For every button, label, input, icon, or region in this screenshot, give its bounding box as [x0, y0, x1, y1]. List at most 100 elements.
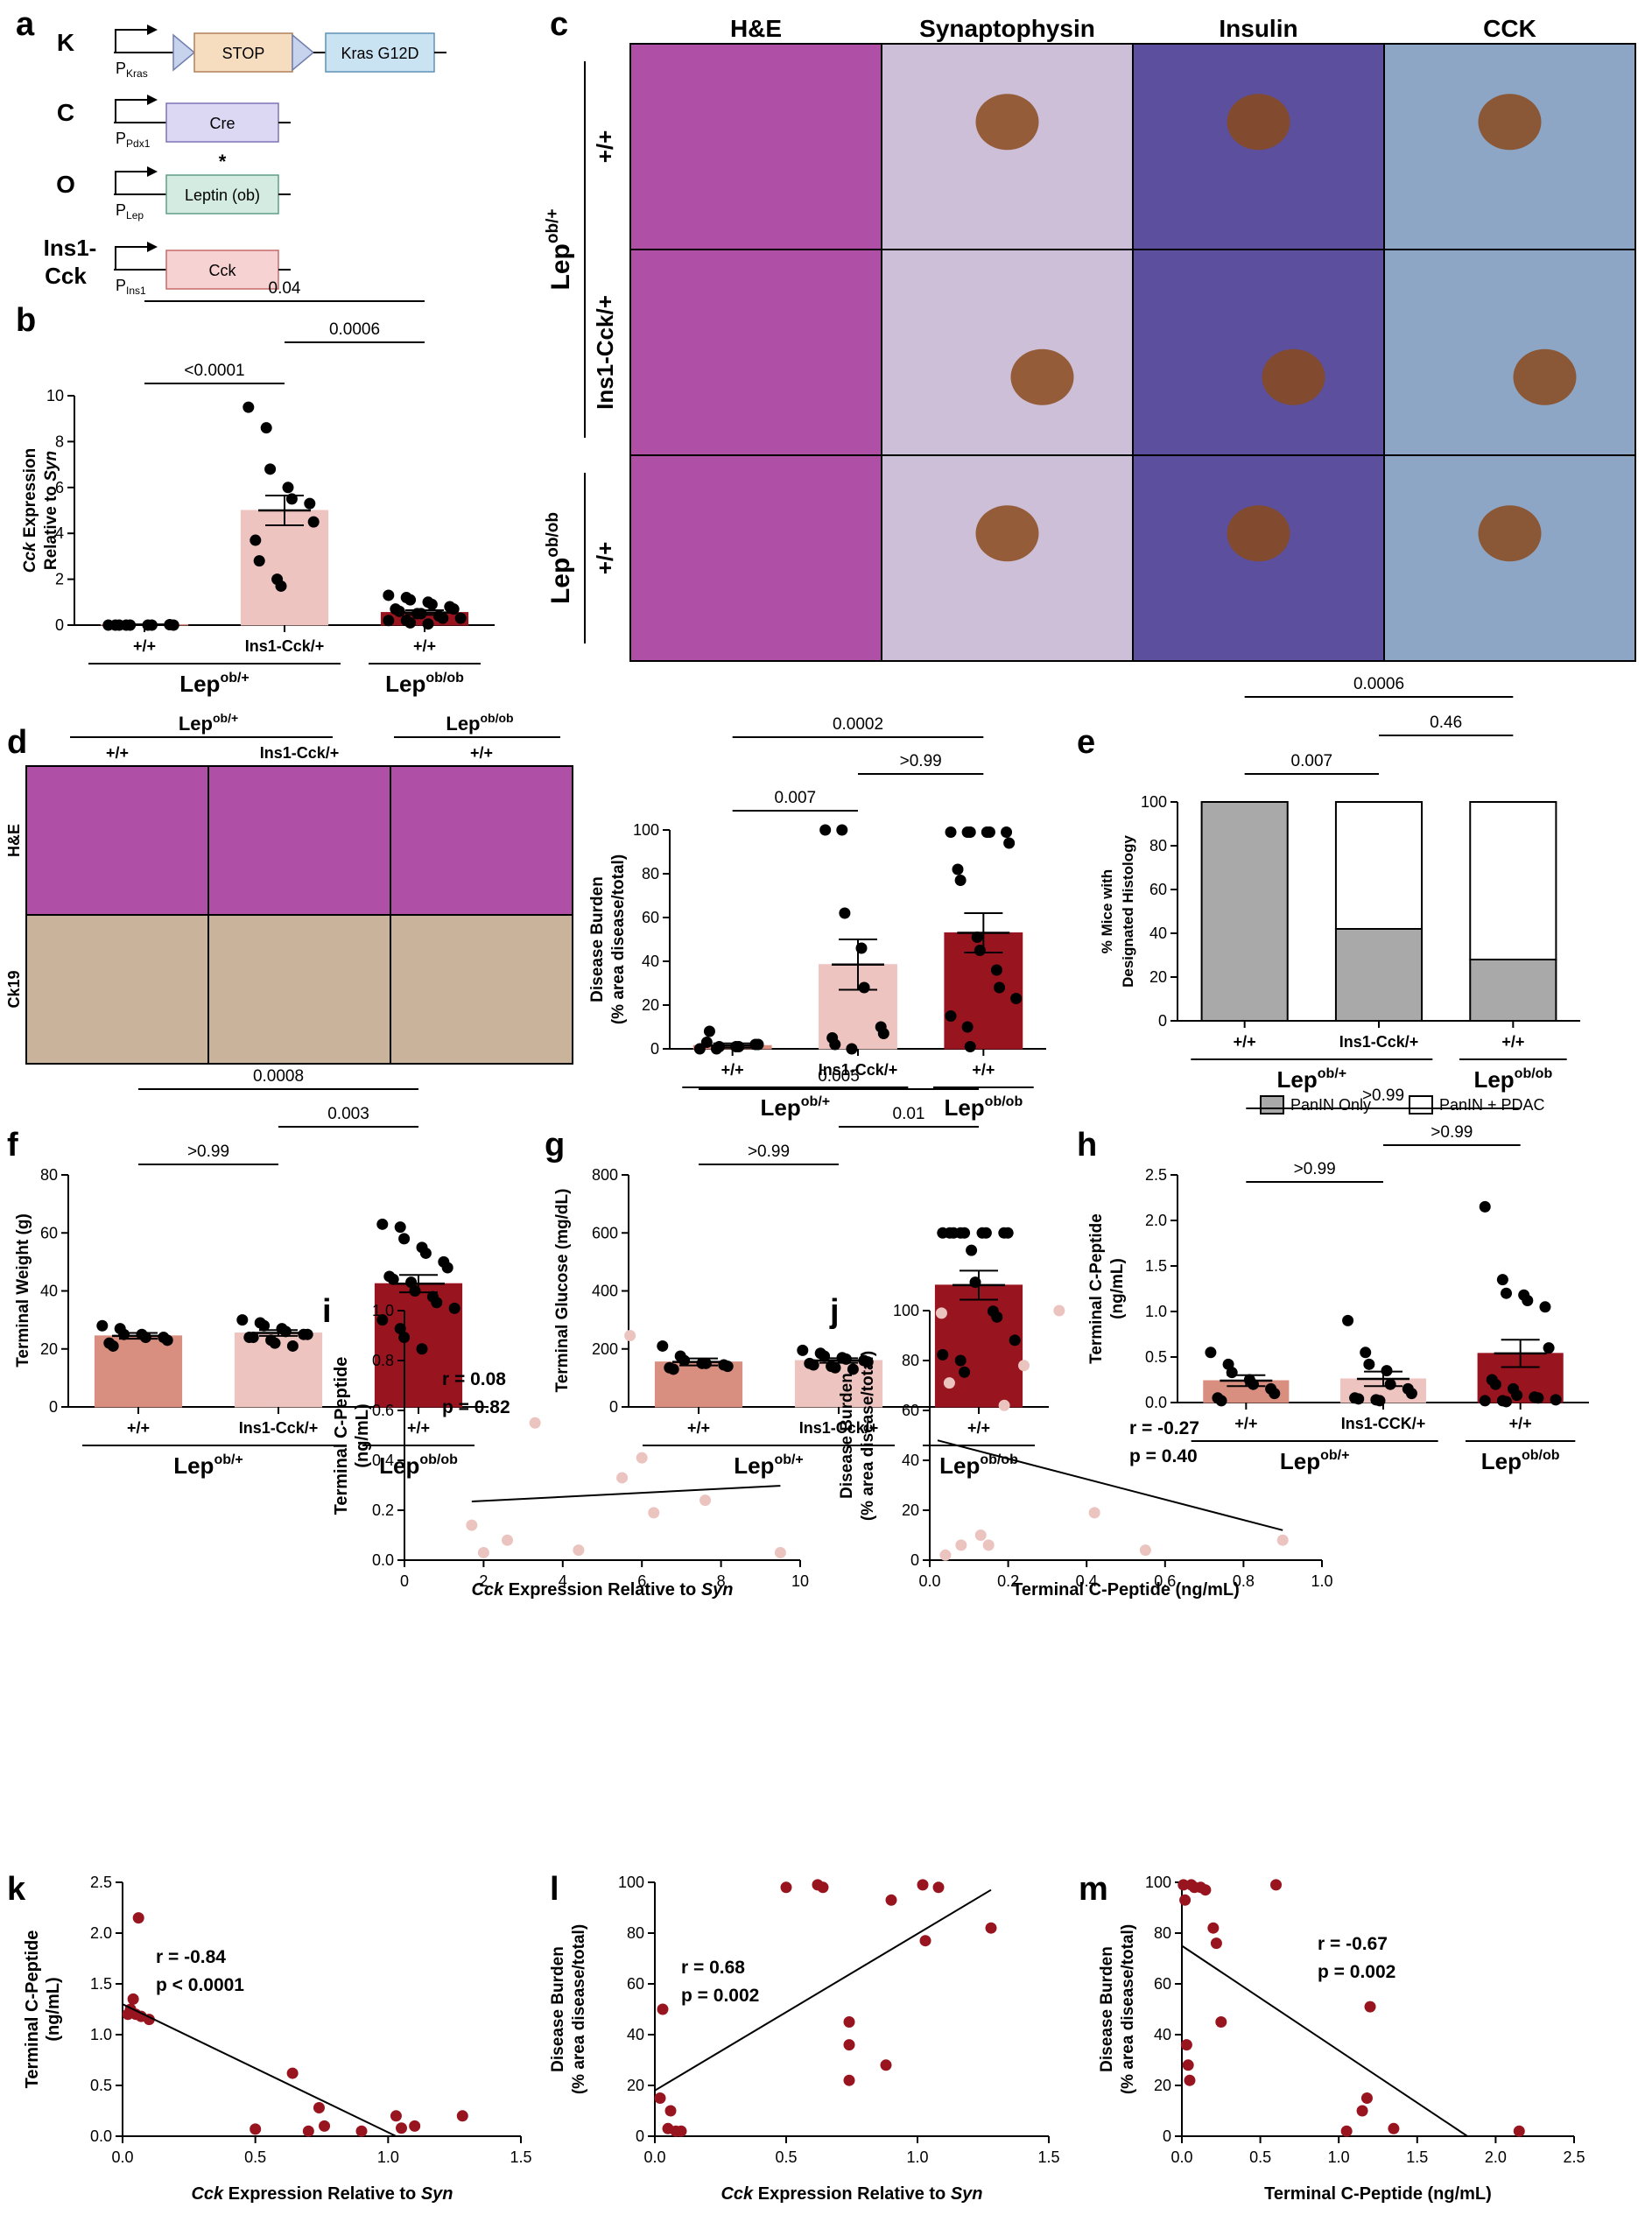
scatter-point	[250, 2123, 262, 2135]
data-point	[819, 824, 832, 836]
y-tick-label: 100	[618, 1874, 644, 1891]
y-tick-label: 10	[46, 387, 64, 404]
scatter-point	[1340, 2125, 1353, 2137]
genotype-label: Lepob/+	[1277, 1066, 1347, 1093]
histology-tile	[25, 765, 209, 916]
allele-label: K	[57, 29, 74, 56]
islet-stain	[975, 505, 1039, 562]
data-point	[974, 945, 986, 956]
panel-letter-l: l	[550, 1871, 559, 1908]
chart-j: 0 20 40 60 80 100 0.0 0.2 0.4 0.6 0.8 1.0 Disease Bu…	[838, 1302, 1333, 1600]
p-value-label: 0.0002	[833, 715, 883, 734]
panel-letter-i: i	[322, 1293, 332, 1330]
histology-tile	[207, 914, 391, 1065]
y-axis-label: (ng/mL)	[1108, 1258, 1127, 1319]
data-point	[113, 619, 125, 631]
genotype-base: Lep	[944, 1094, 984, 1121]
y-tick-label: 1.5	[1145, 1257, 1167, 1275]
y-tick-label: 2.5	[90, 1874, 112, 1891]
axis-label-part: Expression Relative to	[503, 1580, 701, 1600]
chart-i: 0.0 0.2 0.4 0.6 0.8 1.0 0 2 4 6 8 10 Terminal C-Pept…	[332, 1302, 809, 1600]
genotype-sup: ob/+	[213, 711, 238, 725]
data-point	[437, 612, 449, 624]
y-tick-label: 80	[1149, 837, 1167, 854]
y-tick-label: 1.0	[90, 2026, 112, 2043]
p-value-label: 0.0008	[253, 1067, 304, 1086]
data-point	[387, 1273, 399, 1285]
stain-row-label: Ck19	[5, 970, 23, 1008]
data-point	[1539, 1301, 1551, 1313]
data-point	[282, 482, 294, 494]
y-axis-label: Disease Burden	[838, 1373, 856, 1499]
data-point	[1543, 1342, 1555, 1354]
scatter-point	[636, 1452, 648, 1464]
data-point	[405, 1276, 418, 1289]
scatter-point	[502, 1534, 514, 1546]
data-point	[447, 603, 460, 615]
genotype-label: Lepob/ob	[1481, 1448, 1560, 1474]
scatter-point	[1513, 2125, 1525, 2137]
data-point	[247, 1332, 259, 1343]
p-value-label: >0.99	[1294, 1160, 1336, 1178]
histology-tile	[207, 765, 391, 916]
row-genotype-label: Ins1-Cck/+	[592, 295, 618, 410]
data-point	[258, 1319, 271, 1332]
data-point	[703, 1025, 715, 1037]
data-point	[1479, 1200, 1491, 1213]
y-tick-label: 20	[1149, 968, 1167, 986]
y-tick-label: 0.5	[90, 2077, 112, 2094]
histology-tile	[881, 249, 1134, 456]
panel-c-histology: H&E Synaptophysin Insulin CCK +/+ Ins1-Cck/+ +…	[544, 15, 1636, 662]
scatter-point	[1388, 2122, 1400, 2134]
scatter-point	[1210, 1937, 1222, 1950]
y-tick-label: 60	[1149, 881, 1167, 898]
data-point	[700, 1037, 713, 1048]
histology-tile	[629, 454, 882, 662]
p-value-label: >0.99	[1431, 1123, 1473, 1142]
y-tick-label: 0.8	[372, 1352, 394, 1369]
y-tick-label: 2.0	[90, 1924, 112, 1942]
panel-letter-e: e	[1077, 724, 1095, 761]
islet-stain	[1262, 348, 1325, 405]
data-point	[1501, 1396, 1513, 1408]
x-category-label: +/+	[133, 637, 156, 655]
axis-label-part: Syn	[701, 1580, 734, 1600]
data-point	[959, 1227, 971, 1239]
genotype-base: Lep	[379, 1452, 419, 1479]
genotype-sup: ob/ob	[544, 512, 562, 558]
y-tick-label: 20	[40, 1340, 58, 1358]
chart-e: 0 20 40 60 80 100 +/+ Ins1-Cck/+ +/+ 0.007 0.46 0.0…	[1099, 675, 1580, 1115]
scatter-point	[699, 1494, 712, 1507]
data-point	[279, 1325, 292, 1338]
histology-tile	[390, 765, 573, 916]
data-point	[301, 1328, 313, 1340]
data-point	[250, 534, 262, 546]
axis-label-part: Cck	[191, 2184, 224, 2204]
scatter-point	[355, 2125, 368, 2137]
scatter-point	[409, 2120, 421, 2132]
data-point	[1381, 1365, 1393, 1377]
data-point	[1550, 1394, 1562, 1406]
genotype-sup: ob/+	[1320, 1448, 1349, 1463]
scatter-point	[616, 1472, 629, 1484]
genotype-base: Lep	[939, 1452, 980, 1479]
fit-line	[122, 2003, 397, 2137]
y-tick-label: 100	[1145, 1874, 1171, 1891]
data-point	[96, 1319, 109, 1332]
p-value-label: >0.99	[748, 1143, 790, 1161]
bar-1	[240, 510, 329, 626]
correlation-annotation: p < 0.0001	[156, 1975, 244, 1995]
y-tick-label: 0	[49, 1398, 58, 1416]
chart-k: 0.0 0.5 1.0 1.5 2.0 2.5 0.0 0.5 1.0 1.5 Terminal C…	[23, 1874, 532, 2204]
p-value-label: 0.0006	[1353, 675, 1404, 693]
p-value-label: >0.99	[187, 1143, 229, 1161]
y-axis-label: % Mice with	[1099, 869, 1115, 953]
x-category-label: +/+	[721, 1061, 744, 1079]
data-point	[1009, 1334, 1021, 1347]
panel-letter-k: k	[7, 1871, 26, 1908]
y-tick-label: 0	[609, 1398, 618, 1416]
scatter-point	[657, 2003, 669, 2015]
genotype-label: Lepob/ob	[939, 1452, 1018, 1479]
promoter-label: PLep	[116, 201, 144, 222]
